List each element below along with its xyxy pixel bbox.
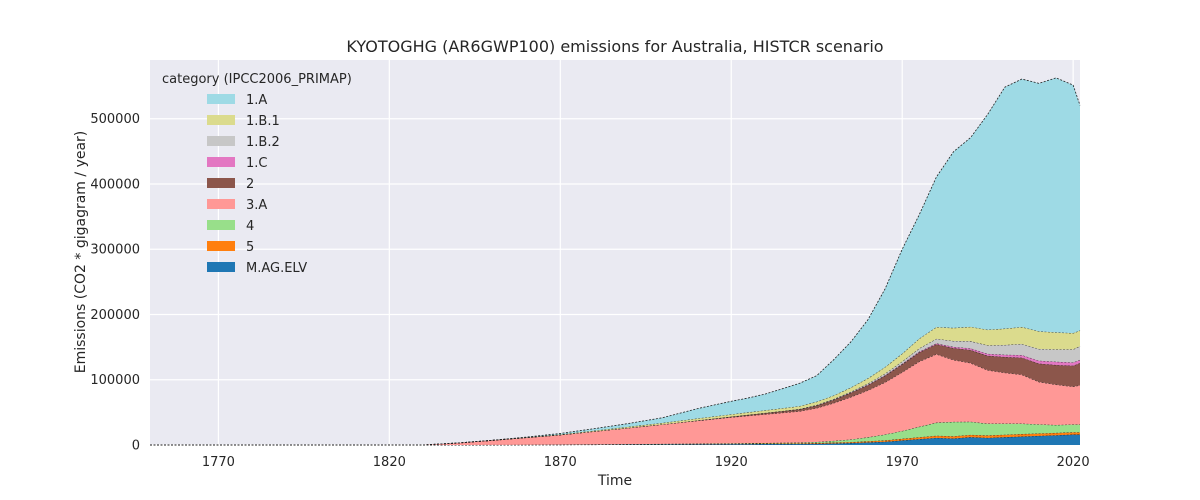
area-series bbox=[150, 77, 1081, 446]
area-3-a bbox=[150, 354, 1080, 445]
y-tick-label: 400000 bbox=[90, 177, 140, 192]
legend-swatch-5 bbox=[207, 241, 235, 251]
legend-swatch-1-b-1 bbox=[207, 115, 235, 125]
area-edge-5 bbox=[150, 431, 1080, 446]
legend-label-5: 5 bbox=[246, 240, 254, 255]
legend-swatch-4 bbox=[207, 220, 235, 230]
y-tick-label: 500000 bbox=[90, 112, 140, 127]
y-tick-label: 0 bbox=[132, 439, 140, 454]
legend-label-m-ag-elv: M.AG.ELV bbox=[246, 261, 307, 276]
chart-title: KYOTOGHG (AR6GWP100) emissions for Austr… bbox=[346, 37, 883, 56]
legend-label-1-a: 1.A bbox=[246, 93, 267, 108]
area-m-ag-elv bbox=[150, 434, 1080, 445]
legend-label-2: 2 bbox=[246, 177, 254, 192]
legend-swatch-m-ag-elv bbox=[207, 262, 235, 272]
x-tick-label: 1920 bbox=[715, 455, 748, 470]
y-tick-label: 100000 bbox=[90, 373, 140, 388]
legend-swatch-1-a bbox=[207, 94, 235, 104]
legend-title: category (IPCC2006_PRIMAP) bbox=[162, 72, 352, 87]
y-axis-ticks: 0 100000 200000 300000 400000 500000 bbox=[90, 112, 140, 453]
x-tick-label: 1820 bbox=[373, 455, 406, 470]
legend-swatch-1-c bbox=[207, 157, 235, 167]
y-axis-label: Emissions (CO2 * gigagram / year) bbox=[73, 131, 89, 374]
legend: category (IPCC2006_PRIMAP) 1.A 1.B.1 1.B.2… bbox=[162, 72, 352, 276]
x-tick-label: 1970 bbox=[886, 455, 919, 470]
legend-label-3-a: 3.A bbox=[246, 198, 267, 213]
area-1-a bbox=[150, 77, 1080, 445]
area-edge-1-a bbox=[150, 77, 1081, 446]
x-tick-label: 1870 bbox=[544, 455, 577, 470]
x-tick-label: 1770 bbox=[202, 455, 235, 470]
y-tick-label: 300000 bbox=[90, 243, 140, 258]
legend-label-4: 4 bbox=[246, 219, 254, 234]
area-4 bbox=[150, 421, 1080, 445]
area-1-b-1 bbox=[150, 326, 1080, 445]
legend-swatch-2 bbox=[207, 178, 235, 188]
legend-swatch-3-a bbox=[207, 199, 235, 209]
x-axis-ticks: 1770 1820 1870 1920 1970 2020 bbox=[202, 455, 1090, 470]
legend-swatch-1-b-2 bbox=[207, 136, 235, 146]
legend-label-1-c: 1.C bbox=[246, 156, 267, 171]
area-1-b-2 bbox=[150, 338, 1080, 445]
x-axis-label: Time bbox=[597, 473, 632, 489]
x-tick-label: 2020 bbox=[1057, 455, 1090, 470]
legend-label-1-b-2: 1.B.2 bbox=[246, 135, 280, 150]
y-tick-label: 200000 bbox=[90, 308, 140, 323]
legend-label-1-b-1: 1.B.1 bbox=[246, 114, 280, 129]
